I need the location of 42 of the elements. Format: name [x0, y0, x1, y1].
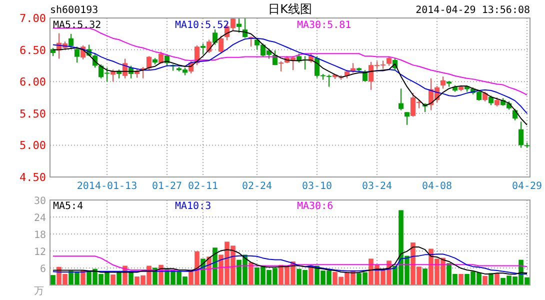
x-tick-label: 03-24 [362, 181, 392, 192]
x-tick-label: 02-24 [242, 181, 272, 192]
line-series [52, 38, 528, 114]
y-tick-label: 6.50 [20, 44, 46, 57]
y-tick-label: 5.50 [20, 107, 46, 120]
text: MA30:5.81 [297, 20, 352, 31]
bar [248, 262, 254, 285]
y-tick-label: 5.00 [20, 139, 46, 152]
bar [482, 276, 488, 285]
line-series [52, 254, 528, 274]
x-tick-label: 04-29 [512, 181, 542, 192]
y-axis-title: 万 [34, 286, 44, 297]
text: 2014-04-29 13:56:08 [416, 5, 530, 16]
bar [212, 248, 218, 285]
y-tick-label: 6 [40, 264, 46, 275]
y-tick-label: 24 [34, 213, 46, 224]
text: MA10:3 [175, 201, 212, 212]
y-tick-label: 7.00 [20, 12, 46, 25]
bar [116, 272, 122, 285]
text: MA5:4 [53, 201, 84, 212]
bar [488, 273, 494, 285]
bar [422, 268, 428, 285]
bar [458, 274, 464, 285]
x-tick-label: 01-27 [152, 181, 182, 192]
chart-title: 日K线图 [268, 2, 312, 16]
y-tick-label: 4.50 [20, 171, 46, 184]
bar [494, 273, 500, 285]
text: MA30:6 [297, 201, 334, 212]
text: sh600193 [50, 5, 98, 16]
line-series [52, 256, 528, 270]
y-tick-label: 6.00 [20, 76, 46, 89]
y-tick-label: 30 [34, 196, 46, 207]
y-tick-label: 18 [34, 230, 46, 241]
x-tick-label: 03-10 [302, 181, 332, 192]
bar [110, 274, 116, 285]
line-series [52, 28, 528, 96]
x-tick-label: 2014-01-13 [76, 181, 138, 192]
y-tick-label: 12 [34, 247, 46, 258]
line-series [52, 246, 528, 275]
bar [50, 275, 56, 285]
x-tick-label: 02-11 [188, 181, 218, 192]
x-tick-label: 04-08 [422, 181, 452, 192]
